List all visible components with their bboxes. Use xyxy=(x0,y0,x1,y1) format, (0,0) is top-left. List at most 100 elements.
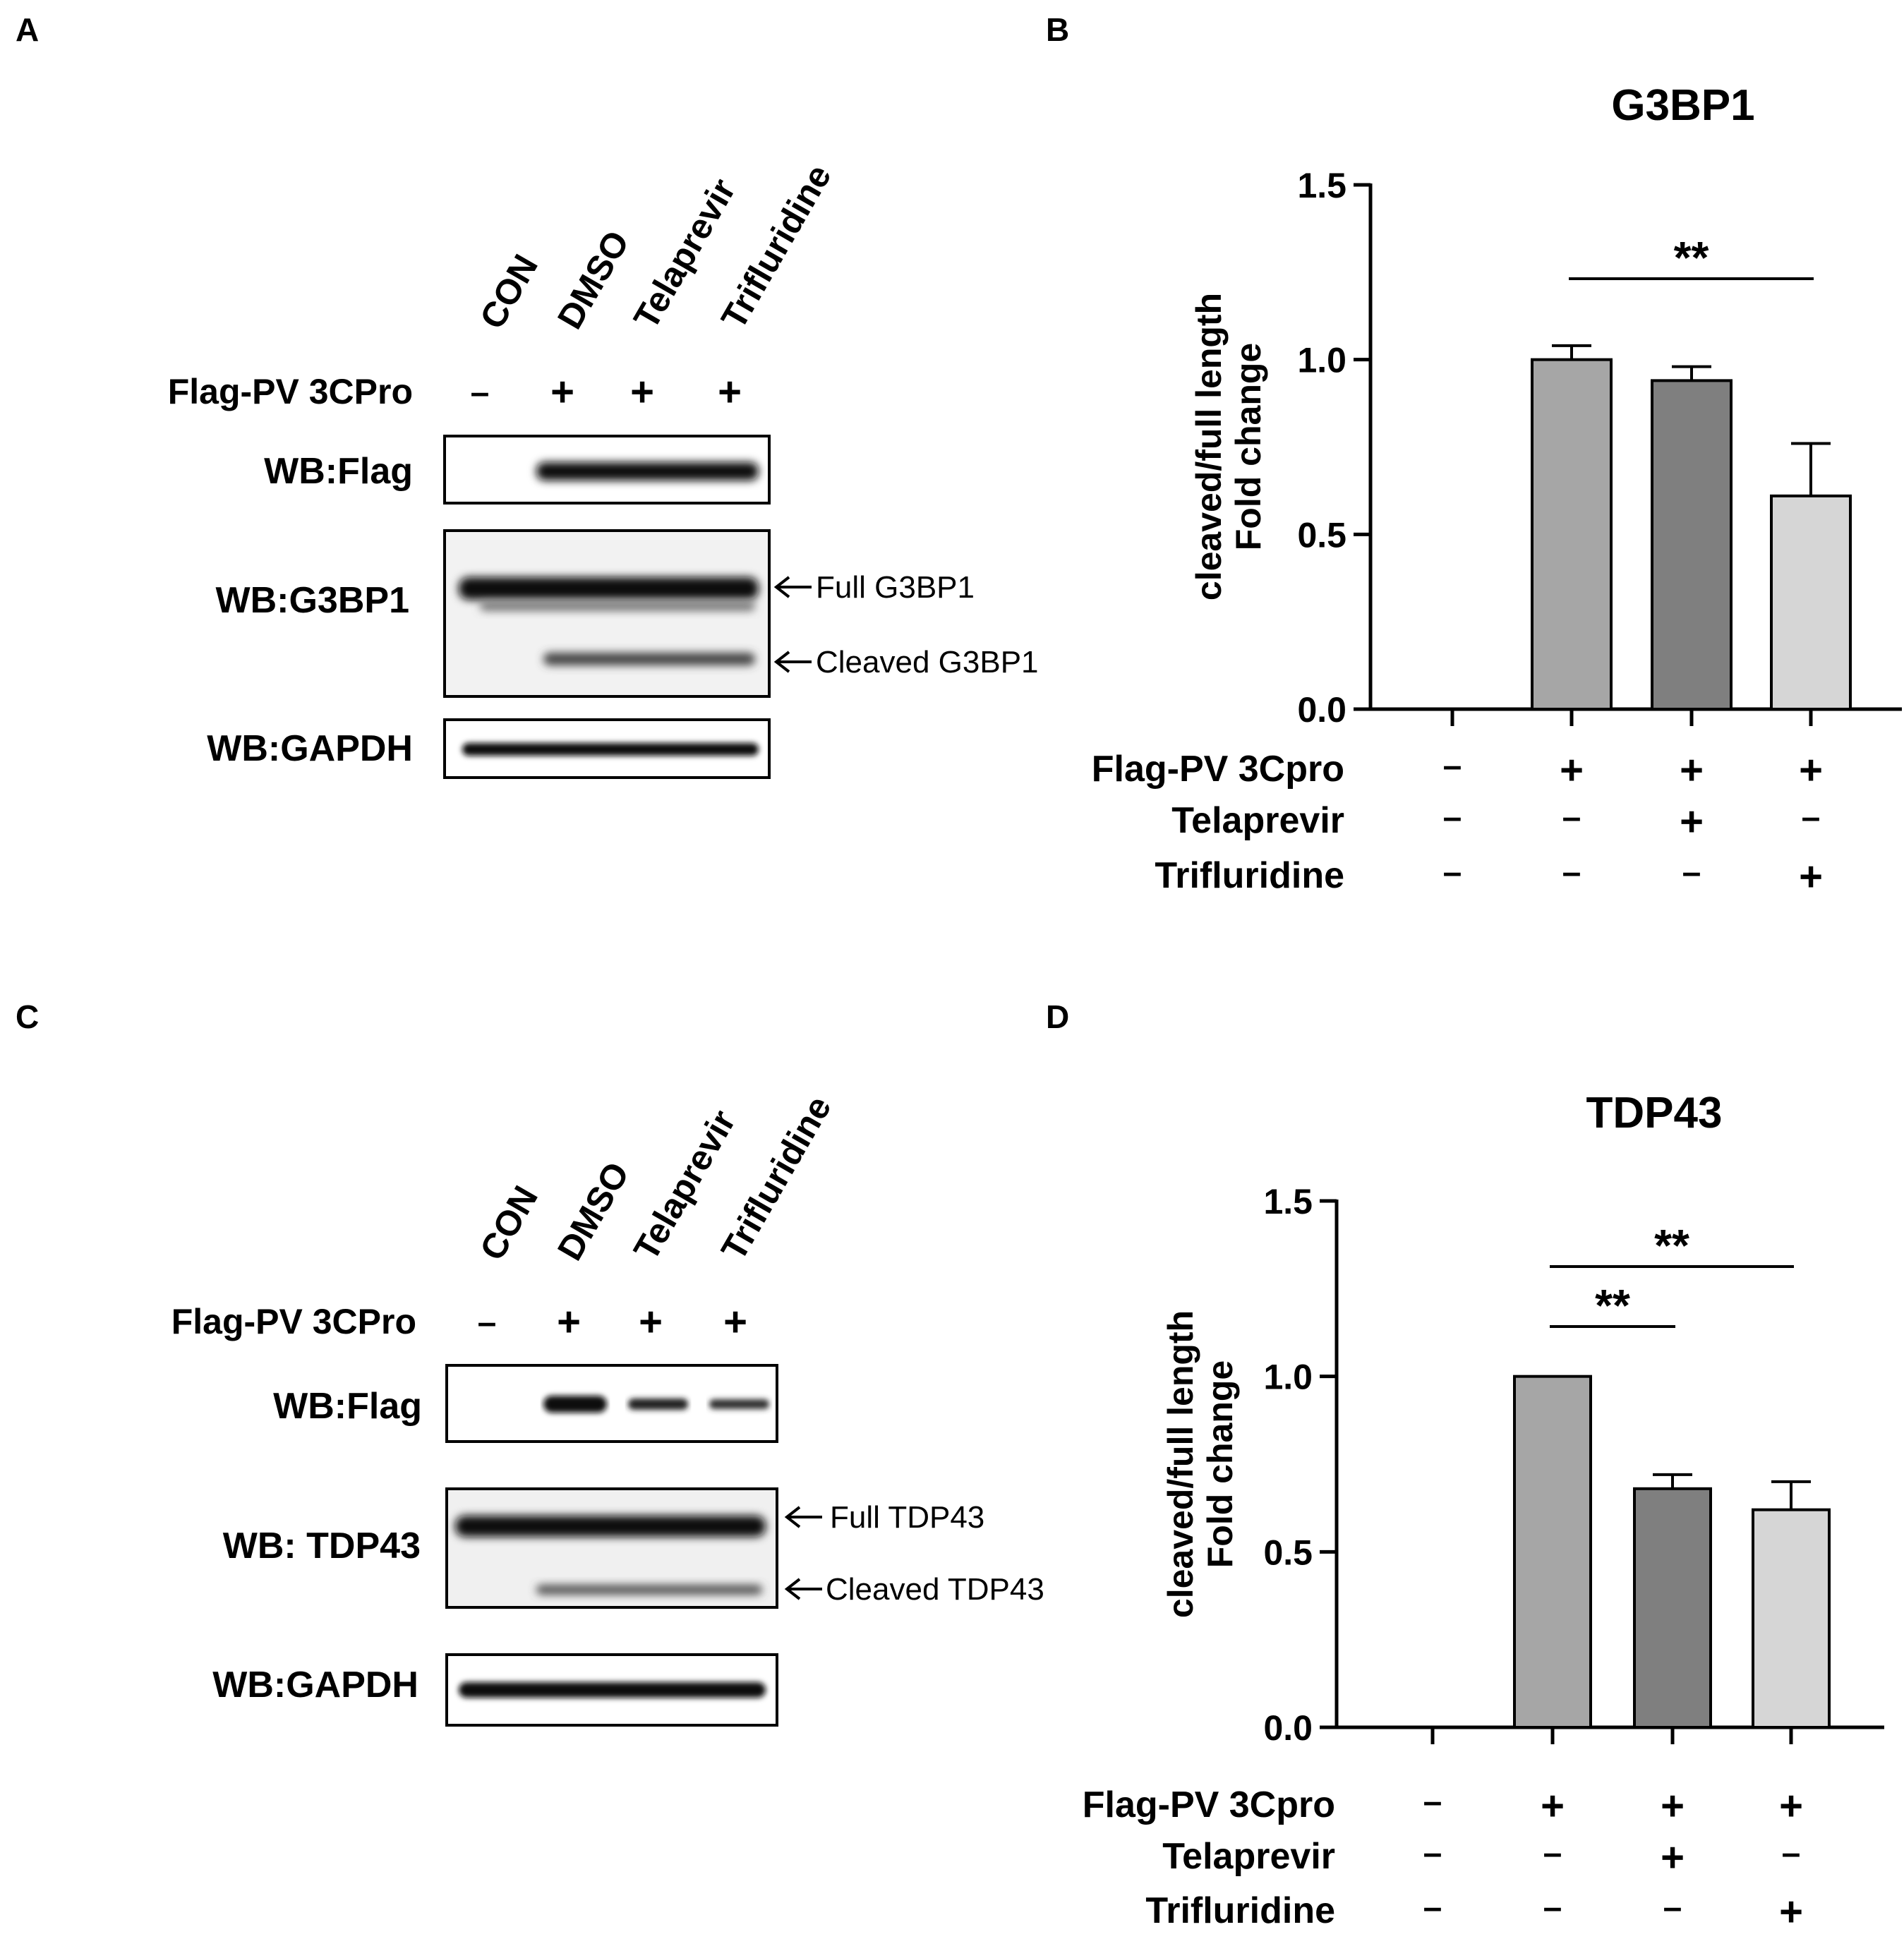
significance-label: ** xyxy=(1595,1280,1630,1331)
condition-sign: – xyxy=(1423,1783,1442,1820)
band-annotation-full: Full G3BP1 xyxy=(773,570,975,605)
condition-sign: + xyxy=(1541,1783,1565,1829)
y-tick-label: 0.5 xyxy=(1297,515,1346,555)
blot-label-gapdh: WB:GAPDH xyxy=(212,1665,418,1705)
band-label-cleaved-tdp43: Cleaved TDP43 xyxy=(826,1572,1044,1607)
band-annotation-full: Full TDP43 xyxy=(784,1500,984,1535)
condition-sign: + xyxy=(1680,747,1704,793)
blot-label-flag: WB:Flag xyxy=(264,451,413,492)
y-axis-label: cleaved/full lengthFold change xyxy=(1189,293,1268,600)
y-axis-label-line: Fold change xyxy=(1229,343,1268,550)
bar xyxy=(1531,358,1613,711)
band-label-cleaved-g3bp1: Cleaved G3BP1 xyxy=(816,645,1039,679)
blot-label-g3bp1: WB:G3BP1 xyxy=(216,580,409,621)
treatment-sign: + xyxy=(718,369,742,415)
condition-sign: – xyxy=(1663,1889,1682,1926)
treatment-sign: – xyxy=(471,374,490,411)
condition-sign: – xyxy=(1443,799,1462,836)
y-tick-label: 1.0 xyxy=(1263,1358,1313,1397)
blot-label-tdp43: WB: TDP43 xyxy=(223,1526,421,1566)
y-tick-label: 1.0 xyxy=(1297,341,1346,380)
condition-sign: – xyxy=(1802,799,1821,836)
significance-label: ** xyxy=(1654,1220,1689,1271)
significance-label: ** xyxy=(1674,232,1709,283)
y-axis-label-line: cleaved/full length xyxy=(1189,293,1229,600)
panel-c: C CON DMSO Telaprevir Trifluridine Flag-… xyxy=(16,998,1044,1727)
condition-sign: – xyxy=(1543,1835,1562,1872)
condition-sign: + xyxy=(1799,854,1823,900)
treatment-sign: + xyxy=(557,1299,581,1345)
bar xyxy=(1633,1487,1712,1729)
chart-g3bp1: G3BP1 cleaved/full lengthFold change 0.0 0.… xyxy=(1092,81,1902,900)
treatment-sign: + xyxy=(550,369,574,415)
band-label-full-g3bp1: Full G3BP1 xyxy=(816,570,975,605)
condition-label: Trifluridine xyxy=(1155,855,1344,896)
lane-label-dmso: DMSO xyxy=(550,224,637,336)
y-tick-label: 1.5 xyxy=(1263,1182,1313,1221)
condition-sign: – xyxy=(1443,854,1462,891)
condition-sign: + xyxy=(1661,1835,1685,1880)
bar xyxy=(1513,1375,1592,1729)
bar xyxy=(1770,494,1852,711)
condition-label: Flag-PV 3Cpro xyxy=(1092,749,1344,790)
blot-g3bp1 xyxy=(443,529,771,698)
condition-sign: + xyxy=(1680,799,1704,845)
condition-sign: – xyxy=(1543,1889,1562,1926)
blot-gapdh xyxy=(443,718,771,779)
condition-sign: – xyxy=(1562,854,1581,891)
treatment-sign: + xyxy=(639,1299,663,1345)
condition-sign: + xyxy=(1560,747,1584,793)
y-tick-label: 0.0 xyxy=(1263,1708,1313,1748)
condition-sign: – xyxy=(1443,747,1462,785)
band-annotation-cleaved: Cleaved TDP43 xyxy=(784,1572,1044,1607)
condition-sign: + xyxy=(1779,1889,1803,1935)
chart-title: TDP43 xyxy=(1586,1089,1723,1137)
panel-letter-c: C xyxy=(16,998,39,1035)
band-annotation-cleaved: Cleaved G3BP1 xyxy=(773,645,1039,679)
condition-label: Flag-PV 3Cpro xyxy=(1083,1784,1335,1825)
condition-label: Telaprevir xyxy=(1171,800,1344,841)
condition-label: Trifluridine xyxy=(1145,1890,1335,1931)
lane-label-trifluridine: Trifluridine xyxy=(713,1089,839,1267)
lane-label-dmso: DMSO xyxy=(550,1156,637,1267)
blot-label-gapdh: WB:GAPDH xyxy=(207,728,413,769)
panel-a: A CON DMSO Telaprevir Trifluridine Flag-… xyxy=(16,11,1039,779)
lane-label-con: CON xyxy=(472,248,546,335)
blot-tdp43 xyxy=(445,1487,778,1609)
lane-label-trifluridine: Trifluridine xyxy=(713,158,839,336)
condition-sign: – xyxy=(1562,799,1581,836)
chart-tdp43: TDP43 cleaved/full lengthFold change 0.0 0.… xyxy=(1083,1089,1884,1935)
y-tick-label: 1.5 xyxy=(1297,166,1346,205)
panel-letter-a: A xyxy=(16,11,39,48)
treatment-label: Flag-PV 3CPro xyxy=(168,372,413,411)
blot-label-flag: WB:Flag xyxy=(273,1386,422,1427)
panel-letter-b: B xyxy=(1046,11,1069,48)
band-label-full-tdp43: Full TDP43 xyxy=(830,1500,984,1535)
condition-label: Telaprevir xyxy=(1162,1836,1335,1877)
treatment-sign: + xyxy=(630,369,654,415)
condition-sign: – xyxy=(1682,854,1701,891)
y-axis-label-line: cleaved/full length xyxy=(1161,1310,1200,1618)
treatment-sign: – xyxy=(478,1304,497,1341)
panel-letter-d: D xyxy=(1046,998,1069,1035)
condition-sign: – xyxy=(1782,1835,1801,1872)
condition-sign: + xyxy=(1661,1783,1685,1829)
y-axis-label-line: Fold change xyxy=(1200,1360,1240,1568)
condition-sign: – xyxy=(1423,1889,1442,1926)
condition-sign: + xyxy=(1779,1783,1803,1829)
lane-label-con: CON xyxy=(472,1179,546,1267)
treatment-label: Flag-PV 3CPro xyxy=(171,1302,416,1341)
y-tick-label: 0.5 xyxy=(1263,1533,1313,1572)
chart-title: G3BP1 xyxy=(1611,81,1754,130)
bar xyxy=(1752,1508,1831,1729)
treatment-sign: + xyxy=(723,1299,747,1345)
condition-sign: – xyxy=(1423,1835,1442,1872)
blot-flag xyxy=(445,1364,778,1443)
condition-sign: + xyxy=(1799,747,1823,793)
blot-flag xyxy=(443,435,771,505)
y-tick-label: 0.0 xyxy=(1297,690,1346,730)
blot-gapdh xyxy=(445,1653,778,1727)
y-axis-label: cleaved/full lengthFold change xyxy=(1161,1310,1240,1618)
bar xyxy=(1651,379,1733,711)
